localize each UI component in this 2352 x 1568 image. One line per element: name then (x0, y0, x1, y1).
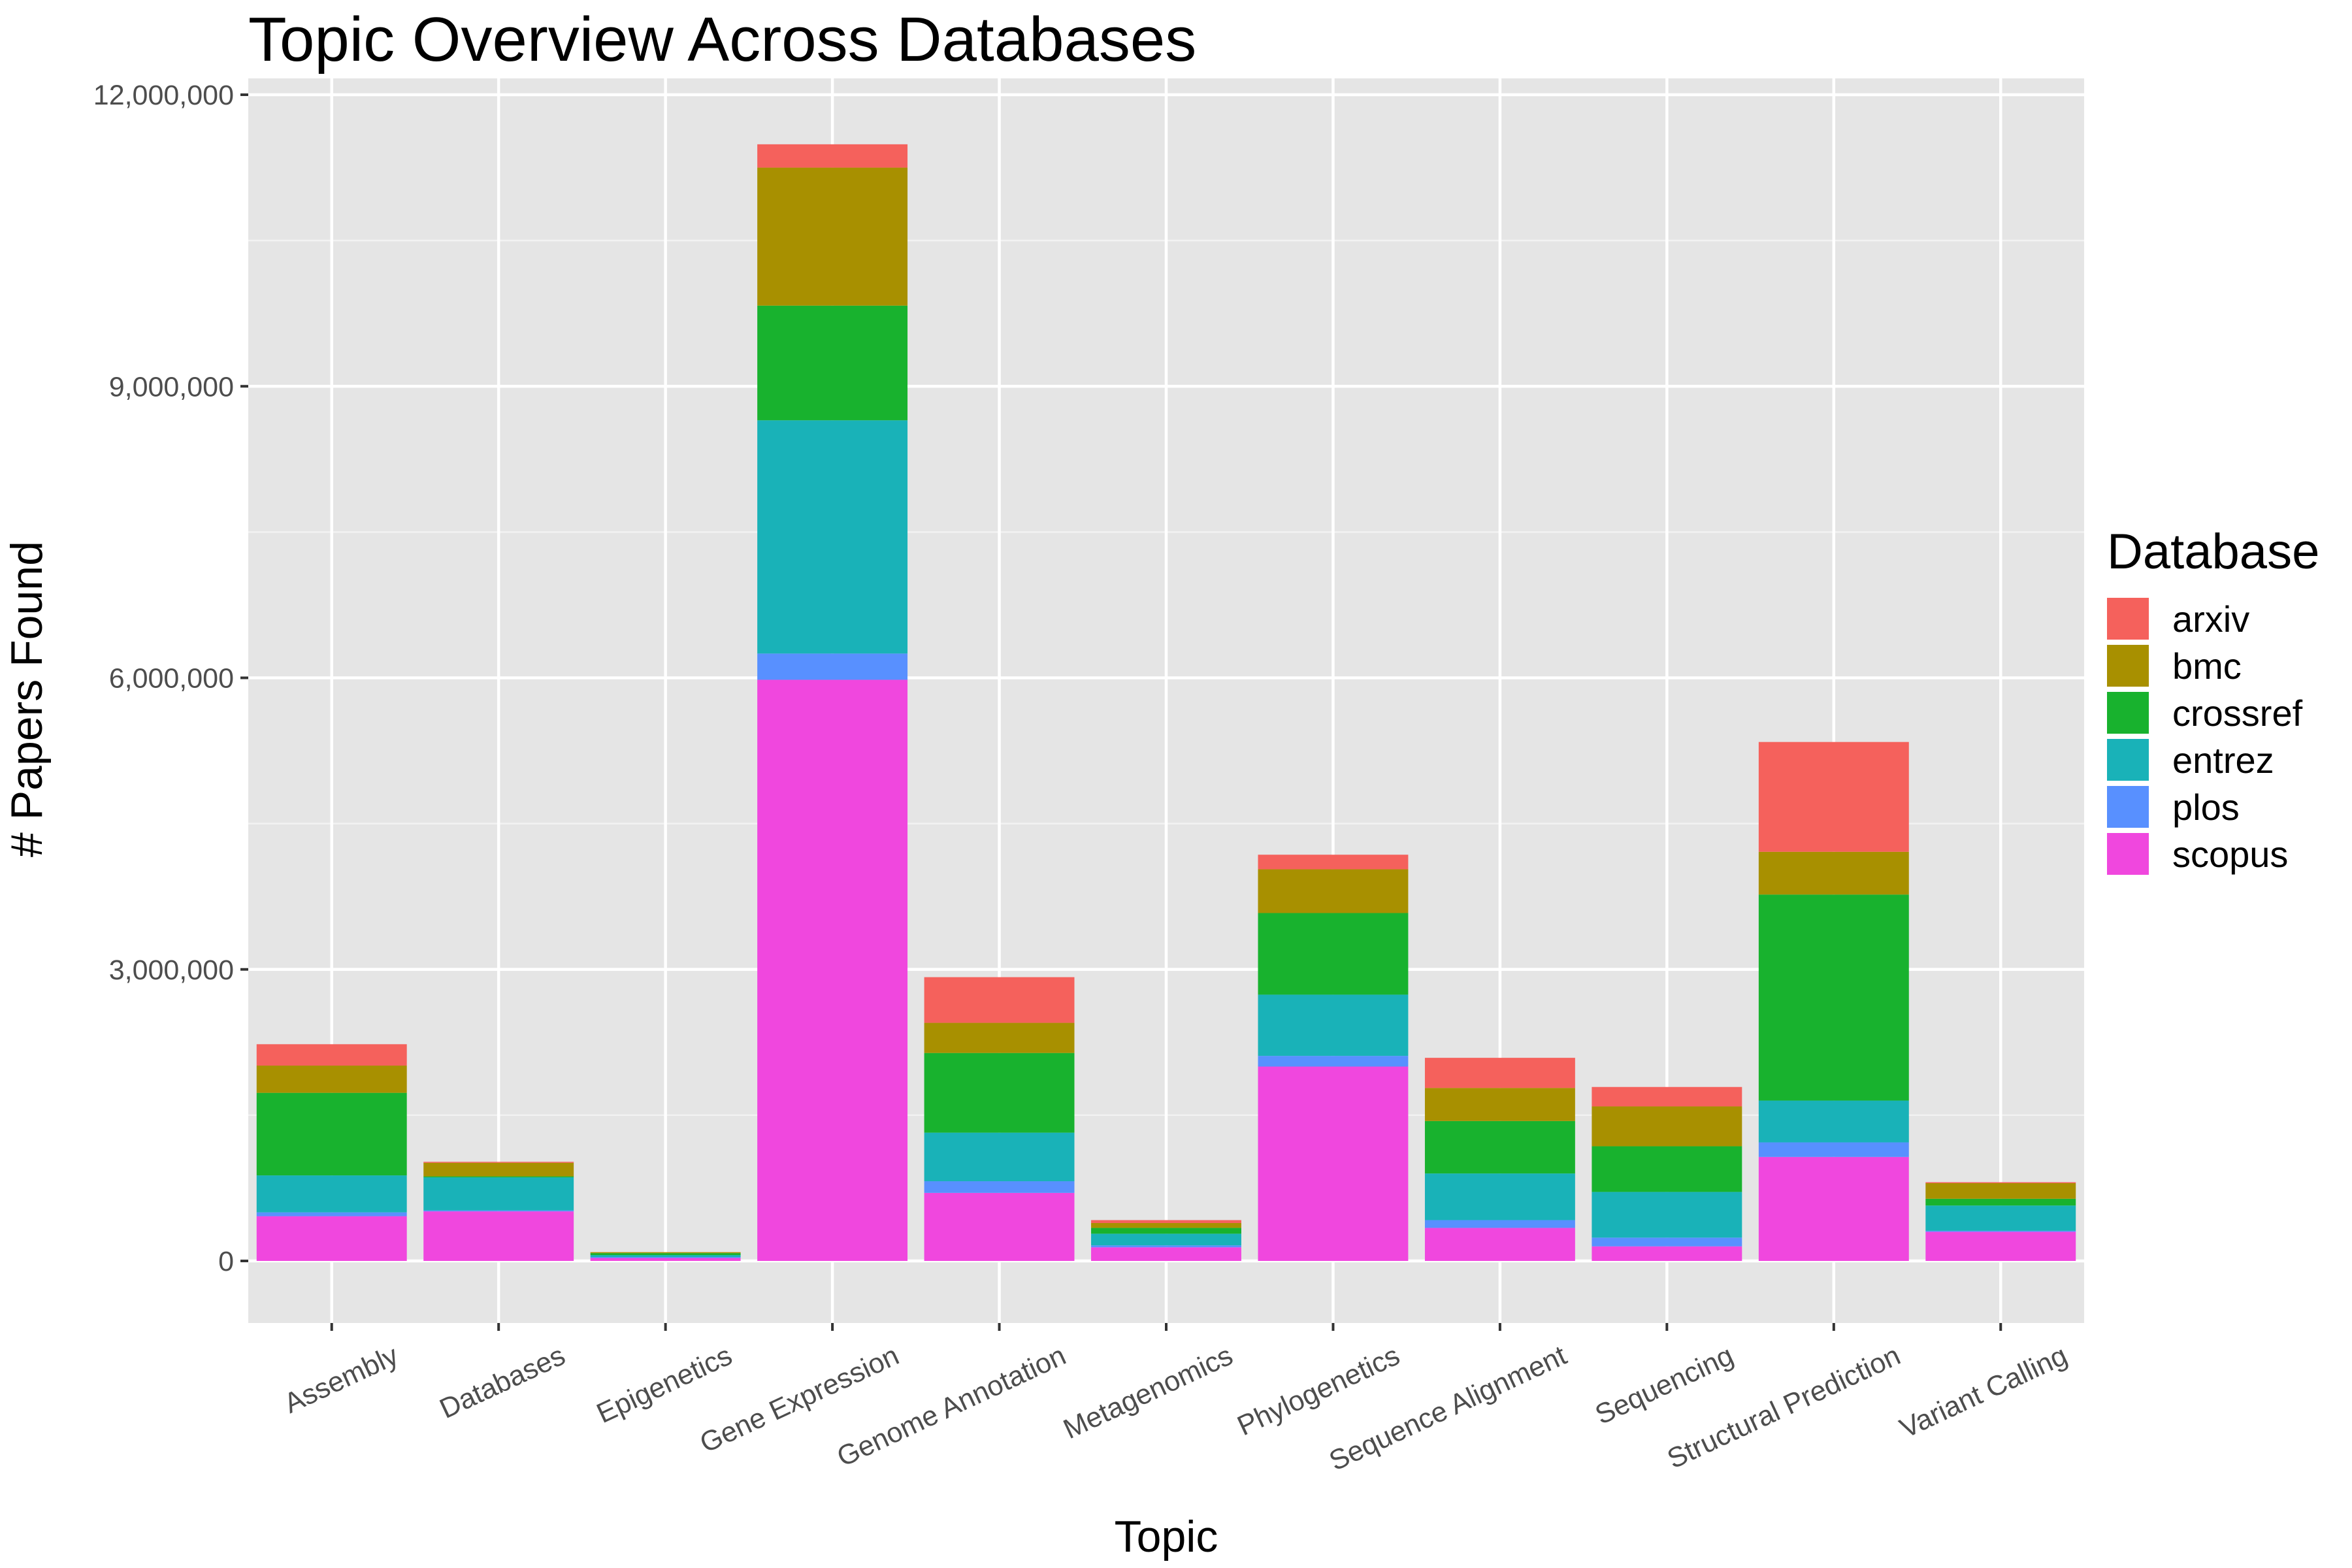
legend-label: bmc (2172, 645, 2242, 687)
y-tick-label: 12,000,000 (93, 80, 234, 111)
legend-title: Database (2107, 524, 2319, 580)
x-tick-label: Sequencing (1590, 1340, 1738, 1431)
x-tick-label: Databases (435, 1340, 570, 1425)
legend-key (2107, 598, 2149, 640)
bar-segment (1258, 994, 1409, 1056)
bar-segment (590, 1253, 741, 1256)
bar-segment (256, 1216, 407, 1261)
legend: Database arxiv bmc crossref entrez plos scopu… (2107, 524, 2319, 875)
bar-segment (423, 1211, 574, 1261)
bar-segment (1592, 1146, 1742, 1192)
bar-segment (1424, 1220, 1575, 1228)
bar-segment (1592, 1086, 1742, 1107)
bar-segment (1424, 1088, 1575, 1121)
legend-label: entrez (2172, 740, 2274, 781)
bar-segment (256, 1044, 407, 1066)
x-tick-label: Metagenomics (1059, 1340, 1238, 1446)
x-tick-label: Epigenetics (592, 1340, 737, 1429)
legend-key (2107, 739, 2149, 781)
bar-segment (757, 305, 908, 421)
bar-segment (757, 167, 908, 306)
legend-key (2107, 692, 2149, 734)
bar-segment (1424, 1120, 1575, 1174)
bar-segment (1258, 1066, 1409, 1261)
bar-segment (1258, 1056, 1409, 1067)
bar-segment (590, 1257, 741, 1258)
bar-segment (924, 1022, 1075, 1053)
bar-segment (1925, 1230, 2076, 1232)
legend-label: arxiv (2172, 598, 2249, 640)
bar-segment (757, 653, 908, 680)
bar-segment (1424, 1228, 1575, 1261)
legend-key (2107, 786, 2149, 828)
bar-segment (256, 1066, 407, 1093)
bar-segment (590, 1255, 741, 1258)
bar-segment (924, 1053, 1075, 1133)
legend-key (2107, 833, 2149, 875)
bar-segment (757, 679, 908, 1261)
bar-segment (757, 420, 908, 654)
bar-segment (1258, 913, 1409, 995)
bar-segment (1592, 1192, 1742, 1238)
bar-segment (1091, 1247, 1241, 1261)
bar-segment (924, 1132, 1075, 1182)
y-tick-label: 6,000,000 (109, 663, 234, 694)
legend-label: crossref (2172, 693, 2303, 734)
bar-segment (423, 1162, 574, 1177)
bar-segment (1925, 1198, 2076, 1206)
bar-segment (1424, 1058, 1575, 1088)
bar-segment (757, 144, 908, 168)
x-tick-label: Variant Calling (1895, 1340, 2072, 1445)
bar-segment (1758, 894, 1909, 1101)
bar-segment (1925, 1232, 2076, 1261)
y-tick-label: 0 (218, 1246, 234, 1277)
bar-segment (924, 1181, 1075, 1193)
bar-segment (1758, 1156, 1909, 1261)
bar-segment (1258, 855, 1409, 870)
bar-segment (423, 1177, 574, 1211)
bar-segment (1758, 742, 1909, 852)
bar-segment (1758, 1142, 1909, 1157)
bar-segment (1424, 1173, 1575, 1220)
bar-segment (256, 1092, 407, 1176)
bar-segment (590, 1252, 741, 1254)
bars (256, 144, 2076, 1261)
x-tick-label: Assembly (280, 1339, 404, 1419)
legend-label: plos (2172, 787, 2240, 828)
bar-segment (1758, 1100, 1909, 1143)
bar-segment (1091, 1228, 1241, 1234)
x-axis-title: Topic (1115, 1512, 1218, 1561)
bar-segment (924, 1192, 1075, 1261)
chart-title: Topic Overview Across Databases (248, 5, 1196, 74)
bar-segment (1925, 1205, 2076, 1231)
bar-segment (1925, 1183, 2076, 1199)
bar-segment (1592, 1106, 1742, 1147)
bar-segment (1758, 851, 1909, 895)
y-axis-title: # Papers Found (2, 541, 52, 857)
y-tick-label: 9,000,000 (109, 371, 234, 402)
bar-segment (256, 1212, 407, 1217)
bar-segment (1592, 1246, 1742, 1261)
y-axis: 0 3,000,000 6,000,000 9,000,000 12,000,000 (93, 80, 248, 1277)
bar-segment (256, 1175, 407, 1213)
bar-segment (1091, 1245, 1241, 1248)
y-tick-label: 3,000,000 (109, 955, 234, 986)
bar-segment (1258, 869, 1409, 913)
bar-segment (1091, 1222, 1241, 1228)
bar-segment (590, 1258, 741, 1261)
legend-key (2107, 645, 2149, 687)
legend-label: scopus (2172, 834, 2288, 875)
bar-segment (1592, 1237, 1742, 1247)
bar-segment (924, 977, 1075, 1023)
bar-segment (1091, 1220, 1241, 1223)
bar-segment (1091, 1233, 1241, 1246)
